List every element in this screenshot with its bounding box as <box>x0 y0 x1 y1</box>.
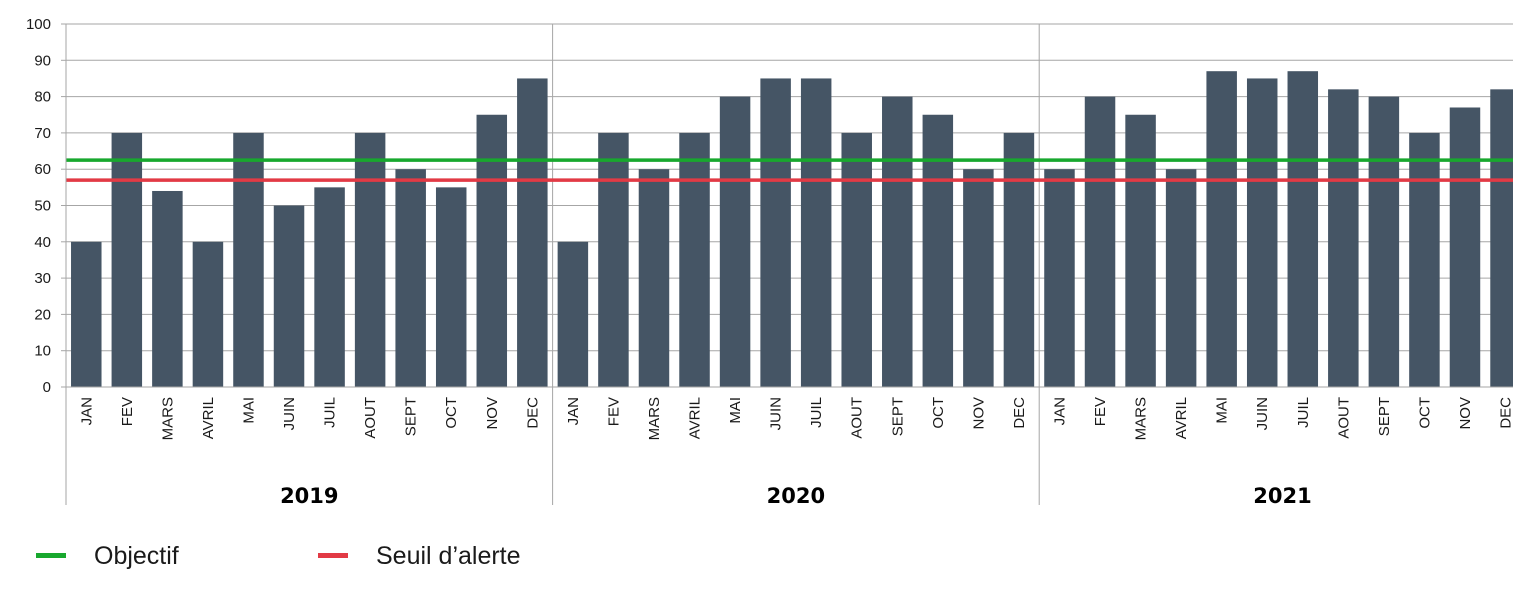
bar <box>71 241 102 387</box>
axes: 0 10 20 30 40 50 60 70 80 90 100 JAN FEV MARS AVRIL MAI… <box>26 16 1513 508</box>
bar <box>314 187 345 387</box>
bar <box>1125 114 1156 387</box>
bar <box>922 114 954 387</box>
bar <box>152 190 183 387</box>
category-label: JAN <box>78 397 95 425</box>
category-label: NOV <box>484 397 501 430</box>
y-tick-label: 60 <box>34 161 51 178</box>
bar <box>719 96 751 387</box>
category-label: JUIN <box>1254 397 1271 430</box>
category-label: OCT <box>930 397 947 429</box>
y-tick-label: 80 <box>34 89 51 106</box>
y-tick-label: 40 <box>34 234 51 251</box>
bar <box>476 114 508 387</box>
category-label: SEPT <box>889 397 906 436</box>
legend-swatch <box>318 553 348 558</box>
y-tick-label: 30 <box>34 270 51 287</box>
category-label: MARS <box>159 397 176 440</box>
y-tick-label: 0 <box>43 379 51 396</box>
category-label: DEC <box>1011 397 1028 429</box>
y-tick-label: 100 <box>26 16 51 33</box>
bar <box>841 132 872 387</box>
category-label: JUIL <box>808 397 825 428</box>
y-tick-label: 90 <box>34 52 51 69</box>
bar <box>1206 71 1237 387</box>
bar <box>882 96 913 387</box>
bar <box>1246 78 1278 387</box>
category-label: AOUT <box>1335 397 1352 439</box>
bar <box>192 241 224 387</box>
legend: Objectif Seuil d’alerte <box>36 542 521 570</box>
category-label: AVRIL <box>1173 397 1190 439</box>
category-label: NOV <box>1457 397 1474 430</box>
bar <box>963 169 994 387</box>
category-label: JUIN <box>768 397 785 430</box>
category-label: AVRIL <box>687 397 704 439</box>
y-tick-label: 70 <box>34 125 51 142</box>
bar <box>1368 96 1400 387</box>
bar <box>557 241 589 387</box>
y-tick-label: 20 <box>34 306 51 323</box>
bar <box>598 132 629 387</box>
category-label: JUIN <box>281 397 298 430</box>
legend-swatch <box>36 553 66 558</box>
bar <box>435 187 467 387</box>
bar <box>1449 107 1481 388</box>
category-label: FEV <box>119 397 136 426</box>
bar <box>233 132 264 387</box>
bar <box>1328 89 1359 387</box>
bar <box>354 132 386 387</box>
category-label: SEPT <box>1376 397 1393 436</box>
bar <box>111 132 143 387</box>
category-label: JAN <box>565 397 582 425</box>
bar <box>517 78 548 387</box>
category-label: AOUT <box>362 397 379 439</box>
category-label: JUIL <box>1295 397 1312 428</box>
reference-lines <box>66 158 1513 182</box>
bar <box>760 78 791 387</box>
bar <box>1003 132 1035 387</box>
category-label: AOUT <box>849 397 866 439</box>
bar <box>1490 89 1513 387</box>
bar <box>1409 132 1440 387</box>
category-label: DEC <box>1498 397 1513 429</box>
bar <box>638 169 670 387</box>
bar <box>1287 71 1319 387</box>
category-label: SEPT <box>403 397 420 436</box>
category-label: DEC <box>524 397 541 429</box>
legend-label: Objectif <box>94 542 179 570</box>
bars <box>71 71 1513 388</box>
category-label: FEV <box>605 397 622 426</box>
category-label: OCT <box>1416 397 1433 429</box>
category-label: AVRIL <box>200 397 217 439</box>
bar <box>679 132 710 387</box>
category-label: MAI <box>727 397 744 424</box>
category-label: NOV <box>970 397 987 430</box>
bar <box>273 205 305 387</box>
bar <box>1084 96 1116 387</box>
category-label: MAI <box>240 397 257 424</box>
category-label: MARS <box>1133 397 1150 440</box>
y-tick-label: 50 <box>34 198 51 215</box>
category-label: JAN <box>1051 397 1068 425</box>
bar <box>395 169 426 387</box>
bar <box>1165 169 1197 387</box>
bar <box>800 78 832 387</box>
category-label: MARS <box>646 397 663 440</box>
category-label: MAI <box>1214 397 1231 424</box>
year-label: 2019 <box>280 484 338 508</box>
y-tick-label: 10 <box>34 343 51 360</box>
legend-label: Seuil d’alerte <box>376 542 521 570</box>
bar <box>1044 169 1075 387</box>
year-label: 2020 <box>767 484 825 508</box>
category-label: OCT <box>443 397 460 429</box>
year-label: 2021 <box>1253 484 1311 508</box>
category-label: FEV <box>1092 397 1109 426</box>
category-label: JUIL <box>322 397 339 428</box>
